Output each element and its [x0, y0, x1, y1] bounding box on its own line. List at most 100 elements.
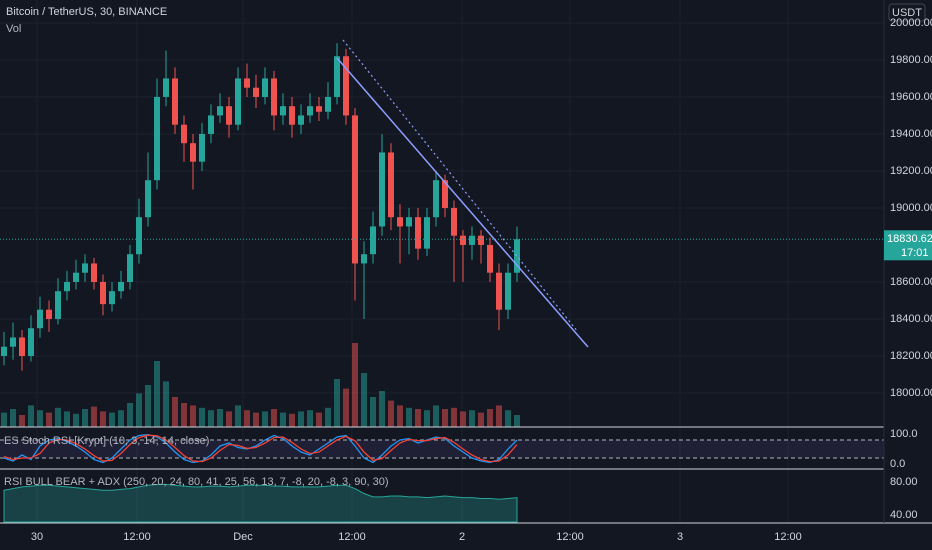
y-tick-label: 19200.00 [890, 165, 932, 177]
candle-body [343, 56, 349, 116]
candle-body [415, 217, 421, 249]
candle-body [406, 217, 412, 227]
candle-body [469, 235, 475, 245]
volume-bar [289, 413, 295, 427]
volume-bar [379, 391, 385, 427]
volume-bar [307, 410, 313, 427]
candle-body [91, 263, 97, 282]
candle-body [181, 124, 187, 144]
candle-body [208, 115, 214, 134]
volume-bar [163, 381, 169, 427]
candle-body [361, 254, 367, 264]
y-tick-label: 18000.00 [890, 387, 932, 399]
candle-body [109, 291, 115, 305]
volume-bar [118, 410, 124, 427]
volume-bar [343, 388, 349, 427]
x-tick-label: Dec [233, 531, 253, 543]
y-tick-label: 19600.00 [890, 91, 932, 103]
volume-bar [73, 413, 79, 427]
volume-bar [478, 412, 484, 427]
volume-bar [235, 405, 241, 427]
volume-bar [397, 405, 403, 427]
volume-bar [208, 410, 214, 427]
volume-bar [127, 403, 133, 427]
x-tick-label: 12:00 [123, 531, 151, 543]
stoch-line [3, 433, 518, 464]
volume-bar [505, 410, 511, 427]
candle-body [136, 217, 142, 255]
y-tick-label: 20000.00 [890, 17, 932, 29]
candle-body [235, 78, 241, 125]
candle-body [424, 217, 430, 249]
volume-bar [262, 411, 268, 427]
candle-body [127, 254, 133, 282]
volume-bar [469, 410, 475, 427]
candle-body [64, 281, 70, 292]
y-tick-label: 80.00 [890, 476, 918, 488]
candle-body [298, 115, 304, 125]
stoch-title: ES Stoch RSI [Krypt] (10, 3, 14, 14, clo… [4, 435, 209, 447]
candle-body [307, 106, 313, 116]
volume-bar [451, 407, 457, 427]
currency-box[interactable] [888, 3, 926, 22]
volume-bar [280, 412, 286, 427]
candle-body [118, 281, 124, 292]
y-tick-label: 100.0 [890, 428, 918, 440]
volume-bar [433, 405, 439, 427]
candle-body [1, 346, 7, 356]
volume-bar [199, 407, 205, 427]
rsi-title: RSI BULL BEAR + ADX (250, 20, 24, 80, 41… [4, 476, 389, 488]
y-tick-label: 19800.00 [890, 54, 932, 66]
y-tick-label: 19400.00 [890, 128, 932, 140]
candle-body [451, 207, 457, 236]
candle-body [478, 235, 484, 245]
candle-body [154, 96, 160, 181]
candle-body [19, 337, 25, 356]
volume-bar [217, 409, 223, 427]
volume-bar [154, 361, 160, 427]
candle-body [37, 309, 43, 329]
candle-body [253, 87, 259, 97]
candle-body [370, 226, 376, 255]
symbol-title: Bitcoin / TetherUS, 30, BINANCE [6, 6, 167, 18]
volume-bar [334, 379, 340, 427]
candle-body [145, 180, 151, 218]
volume-bar [370, 397, 376, 427]
volume-bar [253, 412, 259, 427]
volume-bar [55, 407, 61, 427]
candle-body [217, 106, 223, 116]
candle-body [487, 244, 493, 273]
candle-body [172, 78, 178, 125]
candle-body [442, 180, 448, 208]
volume-bar [352, 343, 358, 427]
y-tick-label: 0.0 [890, 458, 905, 470]
last-price-tag [884, 230, 932, 261]
candle-body [325, 96, 331, 112]
countdown: 17:01 [901, 247, 929, 259]
y-tick-label: 18600.00 [890, 276, 932, 288]
volume-bar [298, 411, 304, 427]
volume-bar [100, 411, 106, 427]
y-tick-label: 18200.00 [890, 350, 932, 362]
candle-body [505, 272, 511, 310]
candle-body [280, 106, 286, 116]
candle-body [379, 152, 385, 227]
x-tick-label: 12:00 [774, 531, 802, 543]
volume-bar [415, 409, 421, 427]
candle-body [46, 309, 52, 319]
candle-body [496, 272, 502, 310]
band-fill [0, 440, 884, 459]
candle-body [316, 106, 322, 112]
currency[interactable]: USDT [892, 7, 922, 19]
volume-bar [109, 412, 115, 427]
candle-body [100, 281, 106, 305]
candle-body [334, 56, 340, 97]
candle-body [163, 78, 169, 97]
x-tick-label: 12:00 [338, 531, 366, 543]
volume-bar [406, 407, 412, 427]
volume-bar [145, 385, 151, 427]
candle-body [397, 217, 403, 227]
stoch-line [3, 434, 518, 463]
candle-body [460, 235, 466, 245]
